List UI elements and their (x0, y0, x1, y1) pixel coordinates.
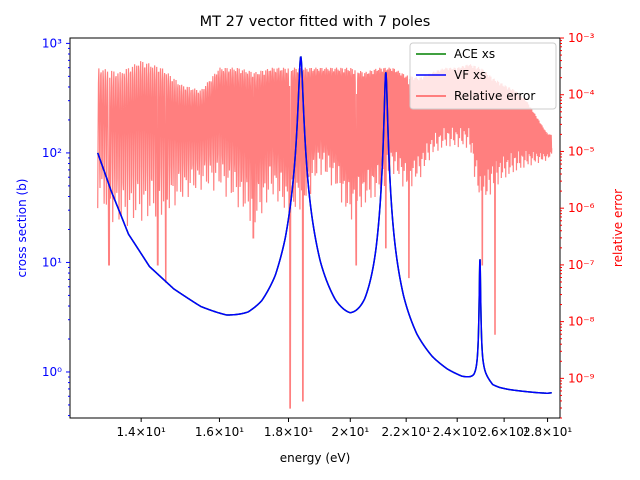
left-y-tick-label: 10² (42, 146, 62, 160)
plot-frame (69, 37, 561, 419)
right-y-tick-label: 10⁻⁹ (568, 371, 595, 385)
right-y-tick-label: 10⁻³ (568, 31, 595, 45)
right-y-tick-label: 10⁻⁴ (568, 88, 595, 102)
x-tick-label: 1.4×10¹ (117, 425, 166, 439)
vf-xs-series (97, 56, 552, 395)
legend-label-relative-error: Relative error (454, 89, 535, 103)
legend-label-vf-xs: VF xs (454, 68, 486, 82)
right-y-tick-label: 10⁻⁵ (568, 144, 595, 158)
x-tick-label: 2.8×10¹ (523, 425, 572, 439)
x-tick-label: 2.6×10¹ (480, 425, 529, 439)
x-axis-label: energy (eV) (280, 451, 351, 465)
vf-xs-line (97, 56, 552, 395)
legend-box (409, 42, 557, 110)
right-y-tick-label: 10⁻⁸ (568, 315, 595, 329)
legend: ACE xs VF xs Relative error (409, 42, 557, 110)
x-tick-label: 1.6×10¹ (195, 425, 244, 439)
x-tick-label: 2.4×10¹ (433, 425, 482, 439)
right-y-tick-label: 10⁻⁶ (568, 201, 595, 215)
x-tick-label: 2×10¹ (331, 425, 369, 439)
left-y-axis-ticks: 10⁰ 10¹ 10² 10³ (42, 36, 70, 417)
left-y-axis-label: cross section (b) (15, 179, 29, 278)
x-axis-ticks: 1.4×10¹ 1.6×10¹ 1.8×10¹ 2×10¹ 2.2×10¹ 2.4×10¹… (117, 418, 572, 439)
x-tick-label: 2.2×10¹ (382, 425, 431, 439)
left-y-tick-label: 10⁰ (42, 365, 62, 379)
right-y-tick-label: 10⁻⁷ (568, 258, 595, 272)
left-y-tick-label: 10³ (42, 36, 62, 50)
x-tick-label: 1.8×10¹ (264, 425, 313, 439)
right-y-axis-ticks: 10⁻⁹ 10⁻⁸ 10⁻⁷ 10⁻⁶ 10⁻⁵ 10⁻⁴ 10⁻³ (560, 31, 595, 419)
legend-label-ace-xs: ACE xs (454, 47, 495, 61)
chart-title: MT 27 vector fitted with 7 poles (200, 14, 431, 30)
right-y-axis-label: relative error (611, 189, 625, 267)
left-y-tick-label: 10¹ (42, 255, 62, 269)
